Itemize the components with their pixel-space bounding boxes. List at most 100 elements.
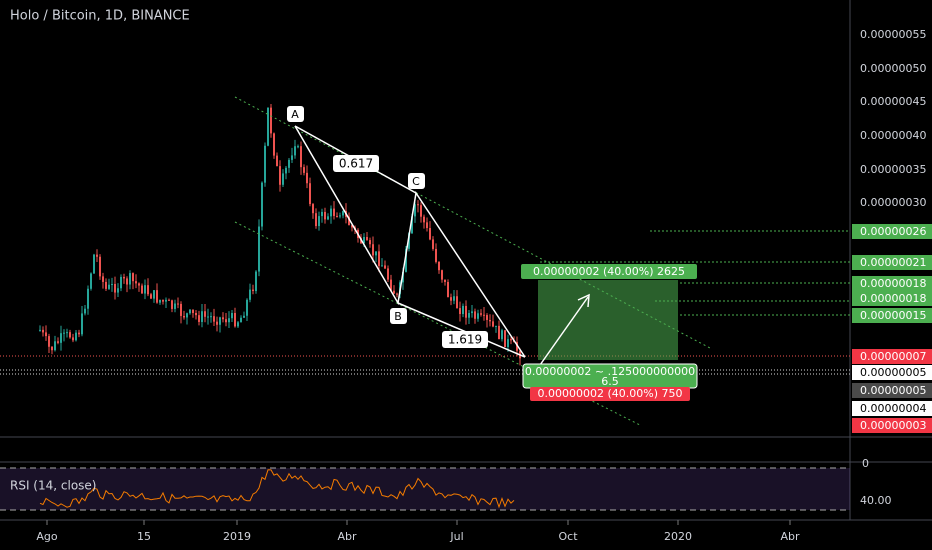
price-label: 0.00000004 <box>860 402 926 415</box>
target-label: 0.00000002 (40.00%) 2625 <box>533 265 685 278</box>
rsi-axis-label: 40.00 <box>860 494 892 507</box>
candle-body <box>456 296 458 309</box>
candle-body <box>180 303 182 316</box>
candle-body <box>75 332 77 341</box>
candle-body <box>120 276 122 289</box>
candle-body <box>408 233 410 249</box>
candle-body <box>462 305 464 315</box>
candle-body <box>492 321 494 327</box>
candle-body <box>312 204 314 214</box>
candle-body <box>498 325 500 340</box>
candle-body <box>336 215 338 217</box>
candle-body <box>426 222 428 229</box>
candle-body <box>450 297 452 301</box>
rsi-line <box>39 469 515 509</box>
time-label: Jul <box>449 530 463 543</box>
candle-body <box>42 329 44 333</box>
candle-body <box>48 336 50 347</box>
time-label: 2019 <box>223 530 251 543</box>
candle-body <box>252 289 254 292</box>
candle-body <box>189 309 191 314</box>
candle-body <box>96 254 98 257</box>
candle-body <box>309 183 311 205</box>
candle-body <box>339 215 341 217</box>
price-label-bg <box>852 401 932 416</box>
pattern-ratio: 0.617 <box>339 157 373 171</box>
candle-body <box>222 317 224 320</box>
candle-body <box>429 228 431 240</box>
candle-body <box>69 332 71 338</box>
candle-body <box>66 332 68 334</box>
candle-body <box>459 308 461 315</box>
candle-body <box>489 319 491 322</box>
candle-body <box>372 244 374 256</box>
time-label: 2020 <box>664 530 692 543</box>
candle-body <box>171 300 173 309</box>
candle-body <box>174 303 176 309</box>
candle-body <box>177 303 179 305</box>
candle-body <box>207 316 209 318</box>
candle-body <box>501 330 503 340</box>
candle-body <box>93 254 95 274</box>
price-label: 0.00000050 <box>860 62 926 75</box>
candle-body <box>486 315 488 320</box>
candle-body <box>129 273 131 285</box>
chart-title: Holo / Bitcoin, 1D, BINANCE <box>10 9 190 24</box>
candle-body <box>300 146 302 168</box>
candle-body <box>102 276 104 282</box>
candle-body <box>474 311 476 319</box>
candle-body <box>150 294 152 299</box>
candle-body <box>210 316 212 318</box>
candle-body <box>216 321 218 325</box>
candle-body <box>495 325 497 327</box>
candle-body <box>264 145 266 183</box>
candle-body <box>453 296 455 301</box>
price-label-bg <box>852 276 932 291</box>
entry-label: 0.00000002 ~ .125000000000 <box>525 365 695 378</box>
candle-body <box>39 329 41 331</box>
rsi-axis-label: 0 <box>862 457 869 470</box>
candle-body <box>348 216 350 226</box>
price-label: 0.00000018 <box>860 277 926 290</box>
candle-body <box>255 271 257 292</box>
candle-body <box>420 205 422 217</box>
time-label: Abr <box>780 530 800 543</box>
candle-body <box>438 261 440 271</box>
price-label: 0.00000005 <box>860 366 926 379</box>
pattern-ratio: 1.619 <box>448 333 482 347</box>
candle-body <box>504 330 506 347</box>
price-label-bg <box>852 291 932 306</box>
candle-body <box>243 315 245 318</box>
candle-body <box>516 342 518 351</box>
candle-body <box>201 311 203 322</box>
candle-body <box>219 317 221 325</box>
candle-body <box>369 240 371 245</box>
price-label: 0.00000003 <box>860 419 926 432</box>
price-label: 0.00000035 <box>860 163 926 176</box>
candle-body <box>123 276 125 279</box>
candle-body <box>297 146 299 148</box>
candle-body <box>249 289 251 300</box>
candle-body <box>132 273 134 282</box>
candle-body <box>144 285 146 294</box>
candle-body <box>285 167 287 174</box>
candle-body <box>417 204 419 206</box>
candle-body <box>84 308 86 314</box>
time-label: Abr <box>337 530 357 543</box>
candle-body <box>72 337 74 341</box>
candle-body <box>117 288 119 293</box>
channel-line <box>234 221 641 426</box>
price-label-bg <box>852 365 932 380</box>
candle-body <box>366 237 368 241</box>
candle-body <box>423 216 425 223</box>
candle-body <box>510 339 512 341</box>
pattern-point: C <box>412 175 420 188</box>
candle-body <box>204 311 206 317</box>
candle-body <box>432 239 434 249</box>
candle-body <box>78 332 80 335</box>
candle-body <box>393 290 395 294</box>
candle-body <box>468 313 470 318</box>
candle-body <box>507 339 509 347</box>
candle-body <box>195 312 197 316</box>
